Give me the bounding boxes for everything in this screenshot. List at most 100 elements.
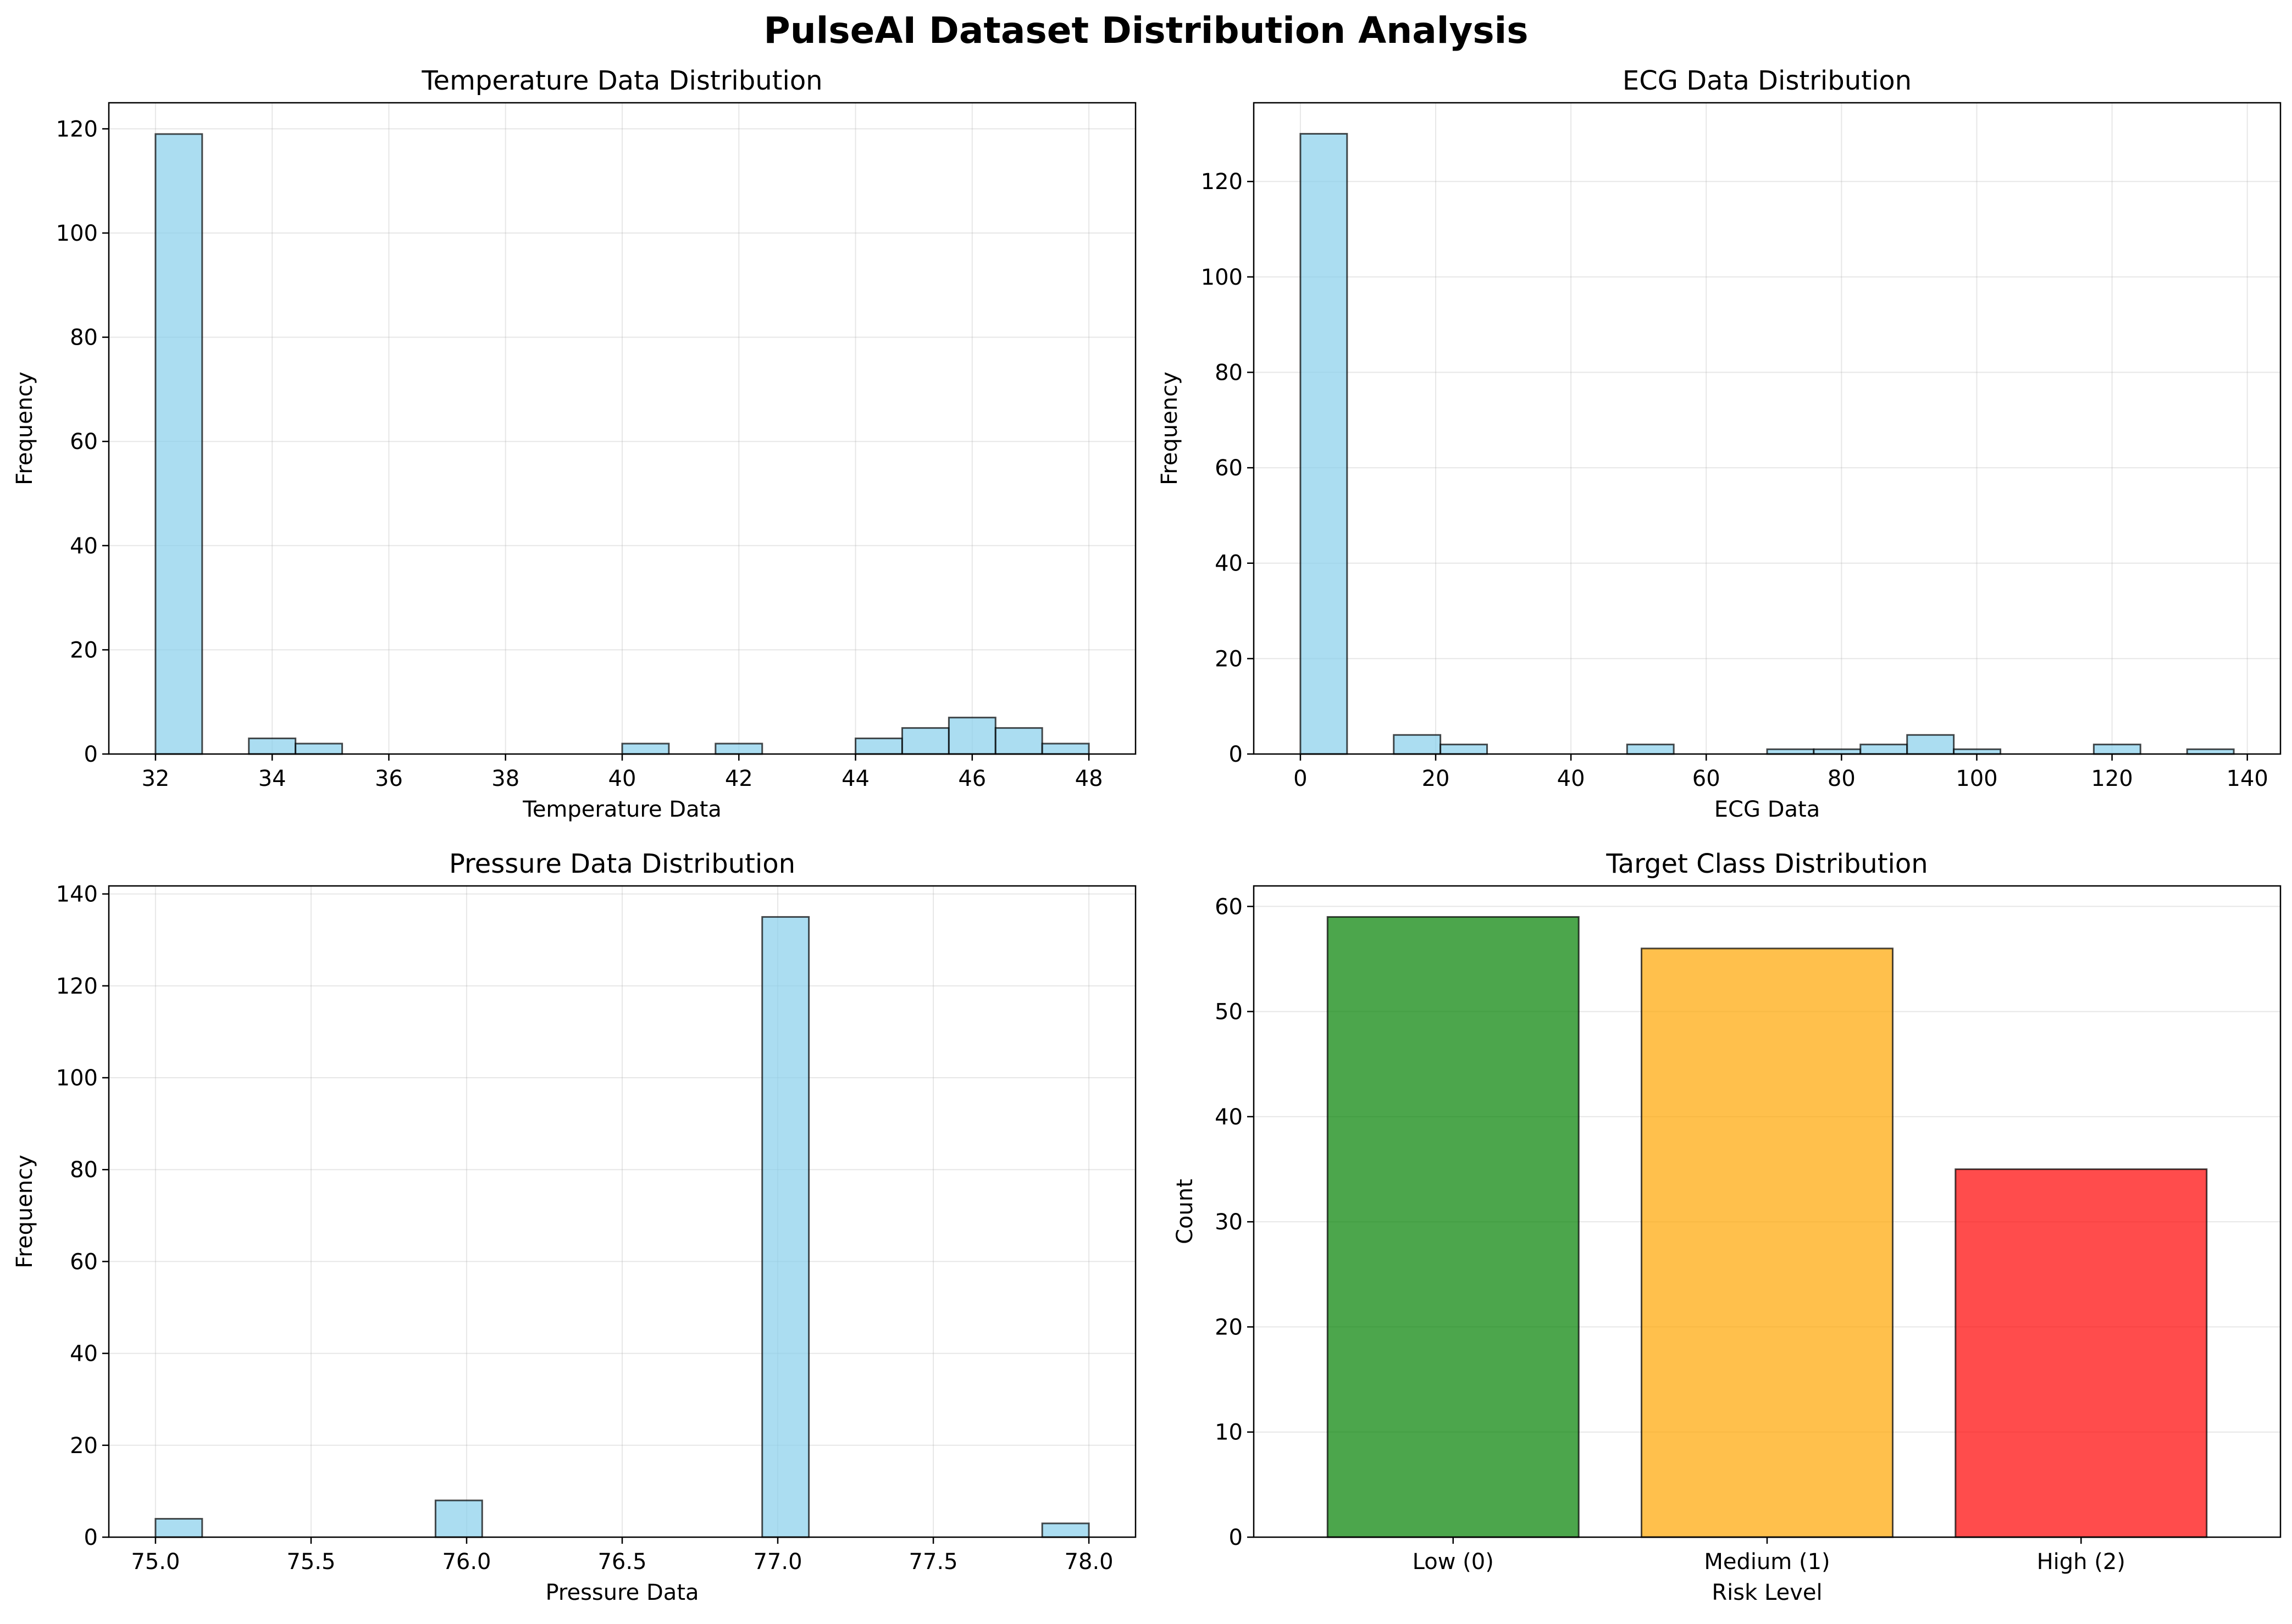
x-tick-label: 80	[1828, 766, 1856, 791]
histogram-bar	[994, 727, 1043, 755]
y-tick-label: 40	[1215, 1105, 1243, 1130]
x-tick-label: 75.5	[286, 1549, 335, 1575]
histogram-bar	[2186, 748, 2235, 755]
x-tick-label: 44	[841, 766, 870, 791]
subplot-3: 0 20 40 60 80 100 120 140 75.0 75.5 76.0 76.5 77.0 77…	[12, 849, 1137, 1605]
y-tick-label: 100	[1201, 265, 1243, 290]
histogram-bar	[1299, 132, 1348, 755]
y-axis-label: Frequency	[12, 372, 37, 485]
x-tick-label: 77.0	[753, 1549, 802, 1575]
histogram-bar	[154, 1518, 203, 1538]
x-tick-label: 60	[1692, 766, 1720, 791]
histogram-bar	[1813, 748, 1862, 755]
y-tick-label: 0	[84, 742, 98, 767]
x-tick-label: 78.0	[1065, 1549, 1114, 1575]
histogram-bar	[1041, 1522, 1090, 1538]
y-tick-label: 100	[56, 1066, 98, 1091]
histogram-bar	[621, 742, 670, 755]
y-tick-label: 40	[70, 534, 98, 559]
x-tick-label: 40	[608, 766, 636, 791]
x-axis-label: Pressure Data	[545, 1580, 699, 1605]
y-tick-label: 60	[70, 429, 98, 455]
x-tick-label: 76.0	[442, 1549, 491, 1575]
x-tick-label: 75.0	[131, 1549, 180, 1575]
x-tick-label: 36	[375, 766, 403, 791]
y-tick-label: 0	[1229, 1525, 1243, 1550]
x-tick-label: 32	[141, 766, 169, 791]
histogram-bar	[1440, 744, 1488, 755]
subplot-1: 0 20 40 60 80 100 120 32 34 36 38 40 42 44 46 48 Tempera…	[12, 65, 1137, 822]
x-axis-label: Temperature Data	[522, 797, 722, 822]
histogram-bar	[434, 1499, 483, 1538]
histogram-bar	[855, 738, 903, 755]
histogram-bar	[948, 717, 996, 755]
histogram-bar	[1953, 748, 2002, 755]
x-tick-label: 48	[1075, 766, 1103, 791]
y-tick-label: 80	[70, 325, 98, 351]
x-tick-label: 77.5	[909, 1549, 958, 1575]
subplot-title: Pressure Data Distribution	[449, 849, 795, 879]
x-tick-label: 34	[258, 766, 286, 791]
histogram-bar	[1859, 744, 1908, 755]
axes-frame	[1253, 102, 2282, 755]
subplot-2: 0 20 40 60 80 100 120 0 20 40 60 80 100 120 140 ECG Dat…	[1157, 65, 2282, 822]
bar-low-0	[1326, 916, 1580, 1538]
x-tick-label: Low (0)	[1413, 1549, 1494, 1575]
y-tick-label: 0	[84, 1525, 98, 1550]
histogram-bar	[1906, 734, 1955, 755]
histogram-bar	[154, 133, 203, 755]
y-tick-label: 40	[1215, 551, 1243, 577]
histogram-bar	[295, 742, 344, 755]
subplot-title: ECG Data Distribution	[1623, 65, 1912, 96]
y-tick-label: 60	[1215, 456, 1243, 481]
x-axis-label: Risk Level	[1712, 1580, 1822, 1605]
subplot-4: 0 10 20 30 40 50 60 Low (0) Medium (1) High (2) Ta…	[1172, 849, 2282, 1605]
y-tick-label: 0	[1229, 742, 1243, 767]
x-tick-label: 140	[2227, 766, 2268, 791]
x-tick-label: 38	[491, 766, 519, 791]
x-tick-label: 100	[1956, 766, 1997, 791]
y-tick-label: 120	[56, 974, 98, 999]
y-tick-label: 80	[1215, 360, 1243, 385]
x-tick-label: Medium (1)	[1704, 1549, 1830, 1575]
figure-title: PulseAI Dataset Distribution Analysis	[763, 9, 1528, 52]
subplot-title: Target Class Distribution	[1605, 849, 1928, 879]
histogram-bar	[1041, 742, 1090, 755]
y-tick-label: 30	[1215, 1210, 1243, 1235]
y-tick-label: 80	[70, 1157, 98, 1183]
x-tick-label: 42	[725, 766, 753, 791]
histogram-bar	[715, 742, 763, 755]
histogram-bar	[1766, 748, 1815, 755]
histogram-bar	[248, 738, 297, 755]
y-tick-label: 40	[70, 1342, 98, 1367]
y-tick-label: 120	[1201, 169, 1243, 195]
subplot-title: Temperature Data Distribution	[421, 65, 822, 96]
x-tick-label: 46	[958, 766, 986, 791]
y-tick-label: 50	[1215, 1000, 1243, 1025]
y-tick-label: 20	[70, 1433, 98, 1459]
x-tick-label: High (2)	[2037, 1549, 2125, 1575]
histogram-bar	[1393, 734, 1442, 755]
histogram-bar	[761, 916, 810, 1538]
x-tick-label: 76.5	[597, 1549, 646, 1575]
x-tick-label: 120	[2091, 766, 2133, 791]
x-tick-label: 0	[1293, 766, 1307, 791]
y-tick-label: 120	[56, 117, 98, 142]
y-tick-label: 20	[1215, 646, 1243, 672]
y-tick-label: 20	[1215, 1315, 1243, 1340]
y-tick-label: 100	[56, 221, 98, 246]
y-tick-label: 60	[70, 1249, 98, 1274]
histogram-bar	[2092, 744, 2141, 755]
y-tick-label: 60	[1215, 894, 1243, 919]
histogram-bar	[1626, 744, 1675, 755]
x-tick-label: 40	[1557, 766, 1585, 791]
y-axis-label: Count	[1172, 1179, 1198, 1244]
histogram-bar	[901, 727, 950, 755]
x-axis-label: ECG Data	[1714, 797, 1820, 822]
y-tick-label: 10	[1215, 1420, 1243, 1445]
bar-high-2	[1955, 1168, 2208, 1538]
bar-medium-1	[1640, 947, 1894, 1538]
y-axis-label: Frequency	[1157, 372, 1182, 485]
